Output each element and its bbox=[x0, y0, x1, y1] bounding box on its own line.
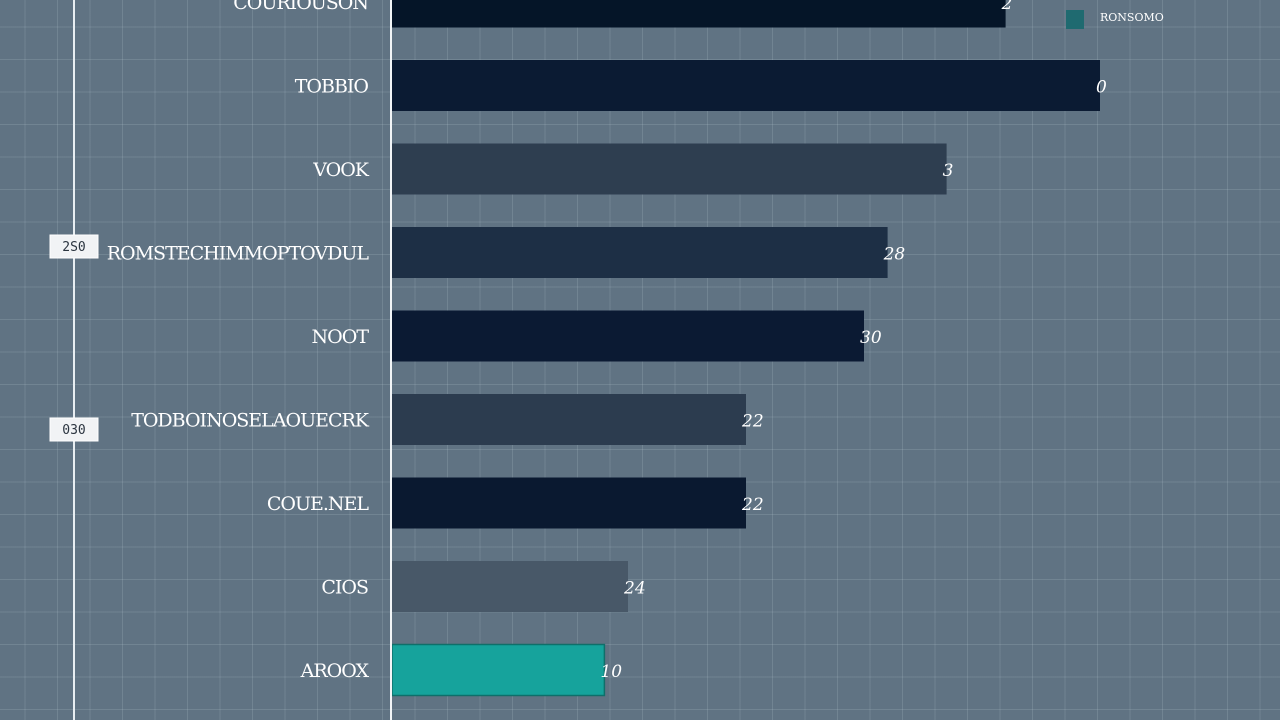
category-label: COURIOUSON bbox=[233, 0, 368, 14]
bar bbox=[392, 60, 1100, 111]
category-label: COUE.NEL bbox=[267, 493, 370, 515]
category-label: NOOT bbox=[312, 326, 370, 348]
value-label: 2 bbox=[1001, 0, 1013, 14]
category-label: AROOX bbox=[300, 660, 370, 682]
bar bbox=[391, 643, 606, 697]
side-tag-label: 2S0 bbox=[62, 240, 85, 255]
value-label: 3 bbox=[943, 161, 954, 181]
category-label: VOOK bbox=[312, 159, 370, 181]
bar bbox=[392, 561, 628, 612]
value-label: 22 bbox=[741, 412, 764, 432]
side-tag-box bbox=[49, 234, 99, 259]
side-tag-box bbox=[49, 417, 99, 442]
category-label: ROMSTECHIMMOPTOVDUL bbox=[107, 243, 370, 265]
legend-label: RONSOMO bbox=[1100, 11, 1164, 24]
value-label: 22 bbox=[741, 495, 764, 515]
category-label: TODBOINOSELAOUECRK bbox=[131, 410, 370, 432]
side-tag-label: 030 bbox=[62, 423, 85, 438]
bar bbox=[392, 0, 1006, 28]
bar bbox=[392, 477, 746, 529]
value-label: 10 bbox=[600, 662, 622, 682]
category-label: TOBBIO bbox=[295, 76, 369, 98]
value-label: 24 bbox=[623, 579, 646, 599]
bar bbox=[392, 310, 864, 362]
legend-swatch bbox=[1066, 10, 1084, 29]
bar bbox=[392, 394, 746, 445]
value-label: 30 bbox=[860, 328, 882, 348]
bar bbox=[392, 143, 947, 195]
bar bbox=[392, 227, 888, 278]
category-label: CIOS bbox=[321, 577, 368, 599]
value-label: 28 bbox=[883, 245, 906, 265]
value-label: 0 bbox=[1096, 78, 1107, 98]
